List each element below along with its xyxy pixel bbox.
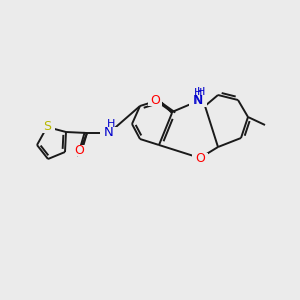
Text: S: S <box>43 121 51 134</box>
FancyBboxPatch shape <box>72 145 86 155</box>
Text: H: H <box>197 87 205 97</box>
FancyBboxPatch shape <box>100 127 118 139</box>
FancyBboxPatch shape <box>192 152 208 164</box>
FancyBboxPatch shape <box>189 95 207 107</box>
FancyBboxPatch shape <box>39 122 55 133</box>
Text: O: O <box>74 143 84 157</box>
Text: O: O <box>150 94 160 106</box>
Text: N: N <box>193 94 203 107</box>
Text: O: O <box>195 152 205 164</box>
Text: H: H <box>107 119 115 129</box>
FancyBboxPatch shape <box>194 87 208 97</box>
Text: N: N <box>193 94 203 107</box>
FancyBboxPatch shape <box>190 95 206 106</box>
FancyBboxPatch shape <box>148 94 162 106</box>
Text: N: N <box>104 127 114 140</box>
Text: H: H <box>194 88 202 98</box>
